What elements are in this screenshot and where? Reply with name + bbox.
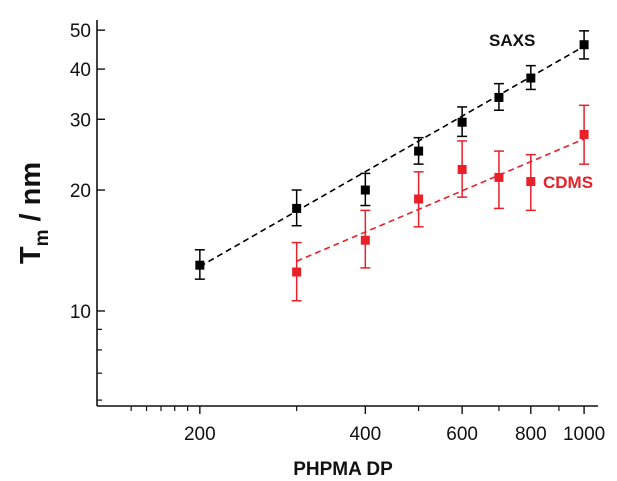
x-tick-label: 1000 bbox=[563, 424, 605, 445]
x-tick-label: 200 bbox=[184, 424, 216, 445]
data-point-saxs bbox=[360, 185, 370, 195]
y-tick-label: 30 bbox=[70, 110, 91, 131]
x-tick-label: 600 bbox=[446, 424, 478, 445]
series-label-cdms: CDMS bbox=[543, 173, 593, 192]
fit-line-saxs bbox=[199, 45, 585, 268]
x-axis-title: PHPMA DP bbox=[293, 459, 393, 480]
data-point-saxs bbox=[579, 40, 589, 50]
data-point-cdms bbox=[494, 172, 504, 182]
fit-lines bbox=[199, 45, 585, 268]
y-axis-title: Tm / nm bbox=[15, 162, 53, 264]
data-point-cdms bbox=[360, 235, 370, 245]
data-point-cdms bbox=[579, 129, 589, 139]
y-tick-label: 10 bbox=[70, 302, 91, 323]
y-axis-title-sub: m bbox=[32, 230, 53, 247]
data-point-cdms bbox=[292, 267, 302, 277]
y-tick-label: 50 bbox=[70, 21, 91, 42]
data-point-cdms bbox=[457, 164, 467, 174]
y-tick-label: 40 bbox=[70, 60, 91, 81]
data-point-cdms bbox=[414, 194, 424, 204]
series-labels: SAXS CDMS bbox=[489, 31, 593, 192]
x-tick-label: 400 bbox=[349, 424, 381, 445]
y-axis-title-main: T bbox=[15, 246, 47, 264]
data-point-saxs bbox=[494, 92, 504, 102]
data-point-saxs bbox=[457, 117, 467, 127]
data-point-saxs bbox=[526, 73, 536, 83]
data-marks bbox=[194, 30, 590, 302]
axes: 200 400 600 800 1000 10 20 30 40 50 bbox=[70, 20, 605, 445]
series-label-saxs: SAXS bbox=[489, 31, 535, 50]
y-tick-label: 20 bbox=[70, 181, 91, 202]
data-point-saxs bbox=[292, 203, 302, 213]
y-axis-title-rest: / nm bbox=[15, 162, 47, 230]
data-point-saxs bbox=[195, 260, 205, 270]
x-tick-label: 800 bbox=[515, 424, 547, 445]
data-point-saxs bbox=[414, 146, 424, 156]
fit-line-cdms bbox=[296, 138, 585, 262]
data-point-cdms bbox=[526, 177, 536, 187]
